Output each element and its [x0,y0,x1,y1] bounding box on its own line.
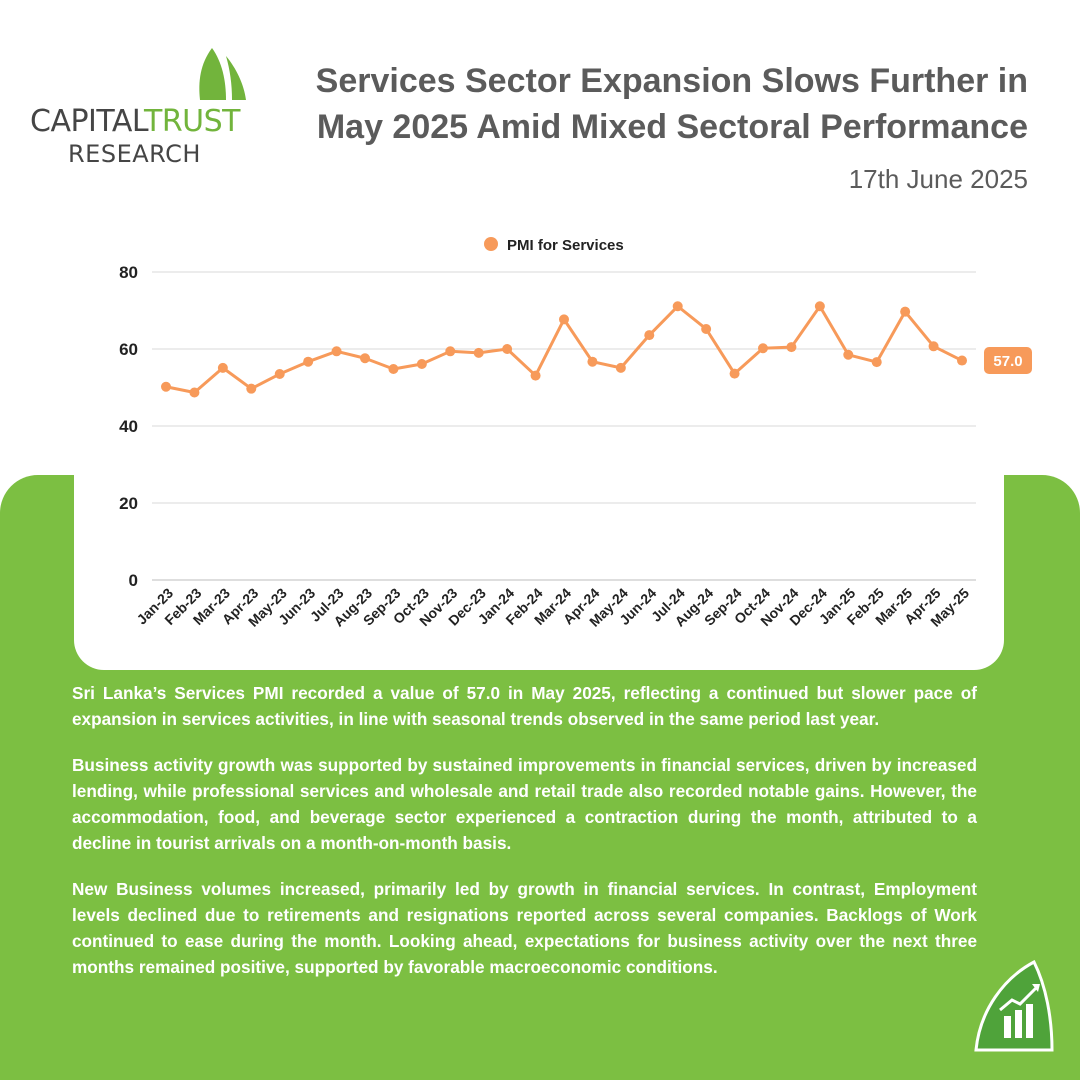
company-logo: CAPITALTRUST RESEARCH [28,48,248,168]
data-point [331,346,342,357]
data-point [246,383,257,394]
data-point [644,330,655,341]
growth-chart-sail-icon [974,959,1054,1052]
chart-legend: PMI for Services [484,237,624,254]
data-point [303,356,314,367]
commentary: Sri Lanka’s Services PMI recorded a valu… [72,680,977,1000]
commentary-paragraph-3: New Business volumes increased, primaril… [72,879,977,977]
last-value-label: 57.0 [993,353,1022,370]
data-point [900,306,911,317]
last-value-badge: 57.0 [984,347,1032,374]
commentary-paragraph-2: Business activity growth was supported b… [72,755,977,853]
data-point [416,359,427,370]
data-point [871,357,882,368]
data-point [274,369,285,380]
data-point [445,346,456,357]
data-point [189,387,200,398]
data-point [587,356,598,367]
logo-trust: TRUST [144,104,241,139]
data-point [814,301,825,312]
data-point [473,347,484,358]
y-tick-label: 60 [119,340,138,359]
data-point [758,343,768,354]
sail-logo-icon [199,48,246,100]
y-tick-label: 80 [119,263,138,282]
legend-marker [484,237,498,251]
data-point [530,370,541,381]
y-tick-label: 20 [119,494,138,513]
data-point [388,364,399,375]
logo-wordmark: CAPITALTRUST [30,104,241,139]
publication-date: 17th June 2025 [848,164,1028,194]
data-point [502,344,513,354]
page-title: Services Sector Expansion Slows Further … [315,62,1028,146]
data-point [786,342,797,353]
data-point [559,314,569,325]
last-value-badge-bg [984,347,1032,374]
logo-capital: CAPITAL [30,104,145,139]
data-point [957,355,967,366]
logo-research: RESEARCH [68,140,201,168]
data-point [161,381,171,392]
y-tick-label: 40 [119,417,138,436]
data-point [701,323,712,334]
legend-label: PMI for Services [507,237,624,254]
commentary-paragraph-1: Sri Lanka’s Services PMI recorded a valu… [72,683,977,729]
data-point [615,362,626,373]
data-point [360,353,370,364]
data-point [928,341,939,352]
chart-card [74,200,1004,670]
data-point [729,368,740,379]
data-point [843,349,854,360]
data-point [217,362,228,373]
data-point [672,301,683,312]
y-tick-label: 0 [129,571,138,590]
